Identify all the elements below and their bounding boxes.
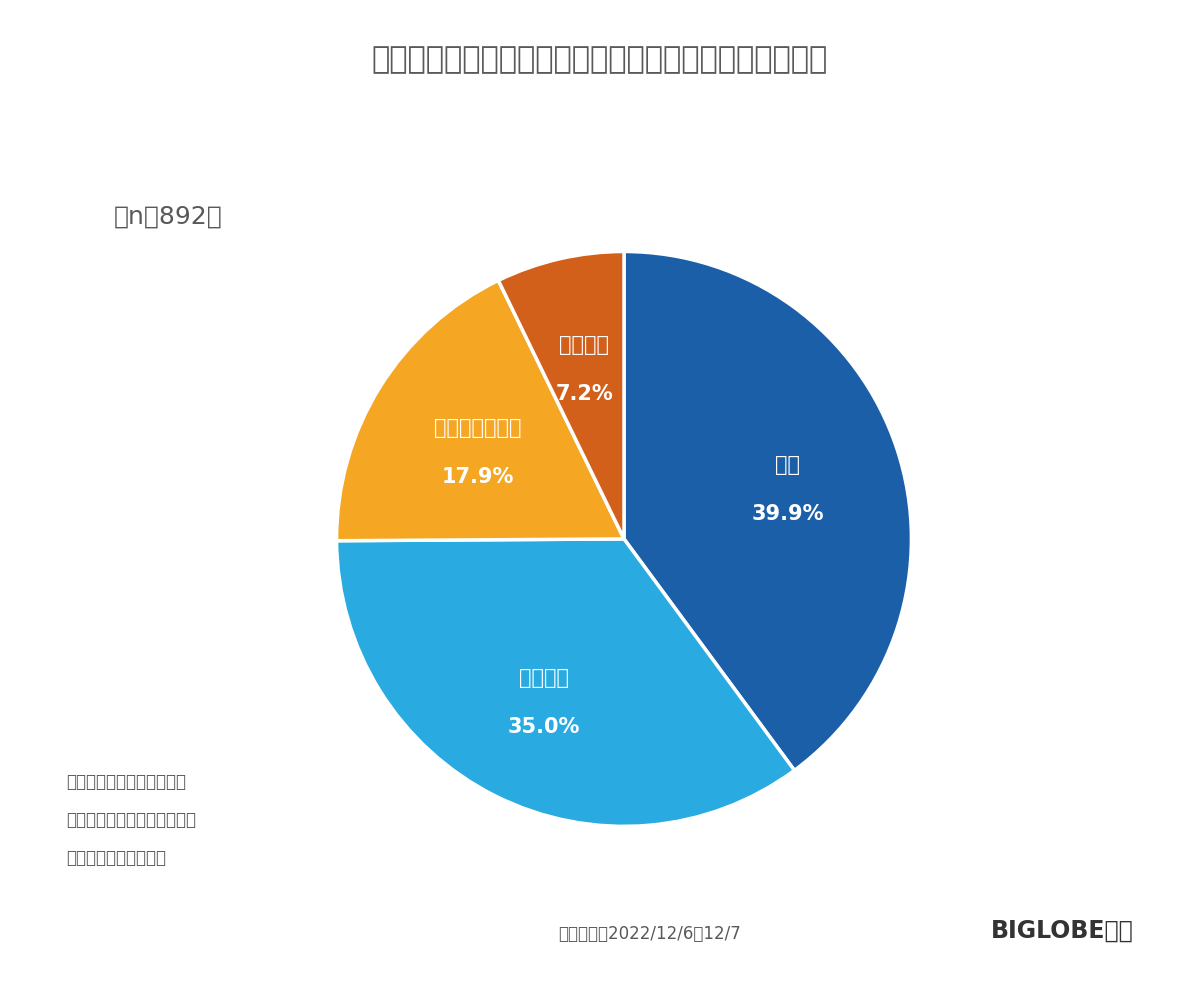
Text: 39.9%: 39.9% <box>751 504 824 524</box>
Text: 17.9%: 17.9% <box>442 467 514 487</box>
Text: 「つながらない権利＊」に対する配慮が必要だと思うか: 「つながらない権利＊」に対する配慮が必要だと思うか <box>372 45 828 74</box>
Text: やや思う: やや思う <box>520 668 569 688</box>
Wedge shape <box>498 251 624 539</box>
Text: 対応を拒否する権利: 対応を拒否する権利 <box>66 849 166 867</box>
Text: 思う: 思う <box>775 455 800 475</box>
Text: 思わない: 思わない <box>559 335 610 355</box>
Text: 仕事上のメールや電話への: 仕事上のメールや電話への <box>66 811 196 829</box>
Text: （n＝892）: （n＝892） <box>114 205 223 229</box>
Wedge shape <box>624 251 912 770</box>
Wedge shape <box>336 539 794 826</box>
Text: あまり思わない: あまり思わない <box>433 418 521 438</box>
Text: BIGLOBE調べ: BIGLOBE調べ <box>991 919 1134 943</box>
Wedge shape <box>336 280 624 541</box>
Text: 調査期間：2022/12/6～12/7: 調査期間：2022/12/6～12/7 <box>558 925 740 943</box>
Text: 7.2%: 7.2% <box>556 384 613 404</box>
Text: 35.0%: 35.0% <box>508 717 581 737</box>
Text: ＊：勤務時間外や休日に、: ＊：勤務時間外や休日に、 <box>66 773 186 791</box>
